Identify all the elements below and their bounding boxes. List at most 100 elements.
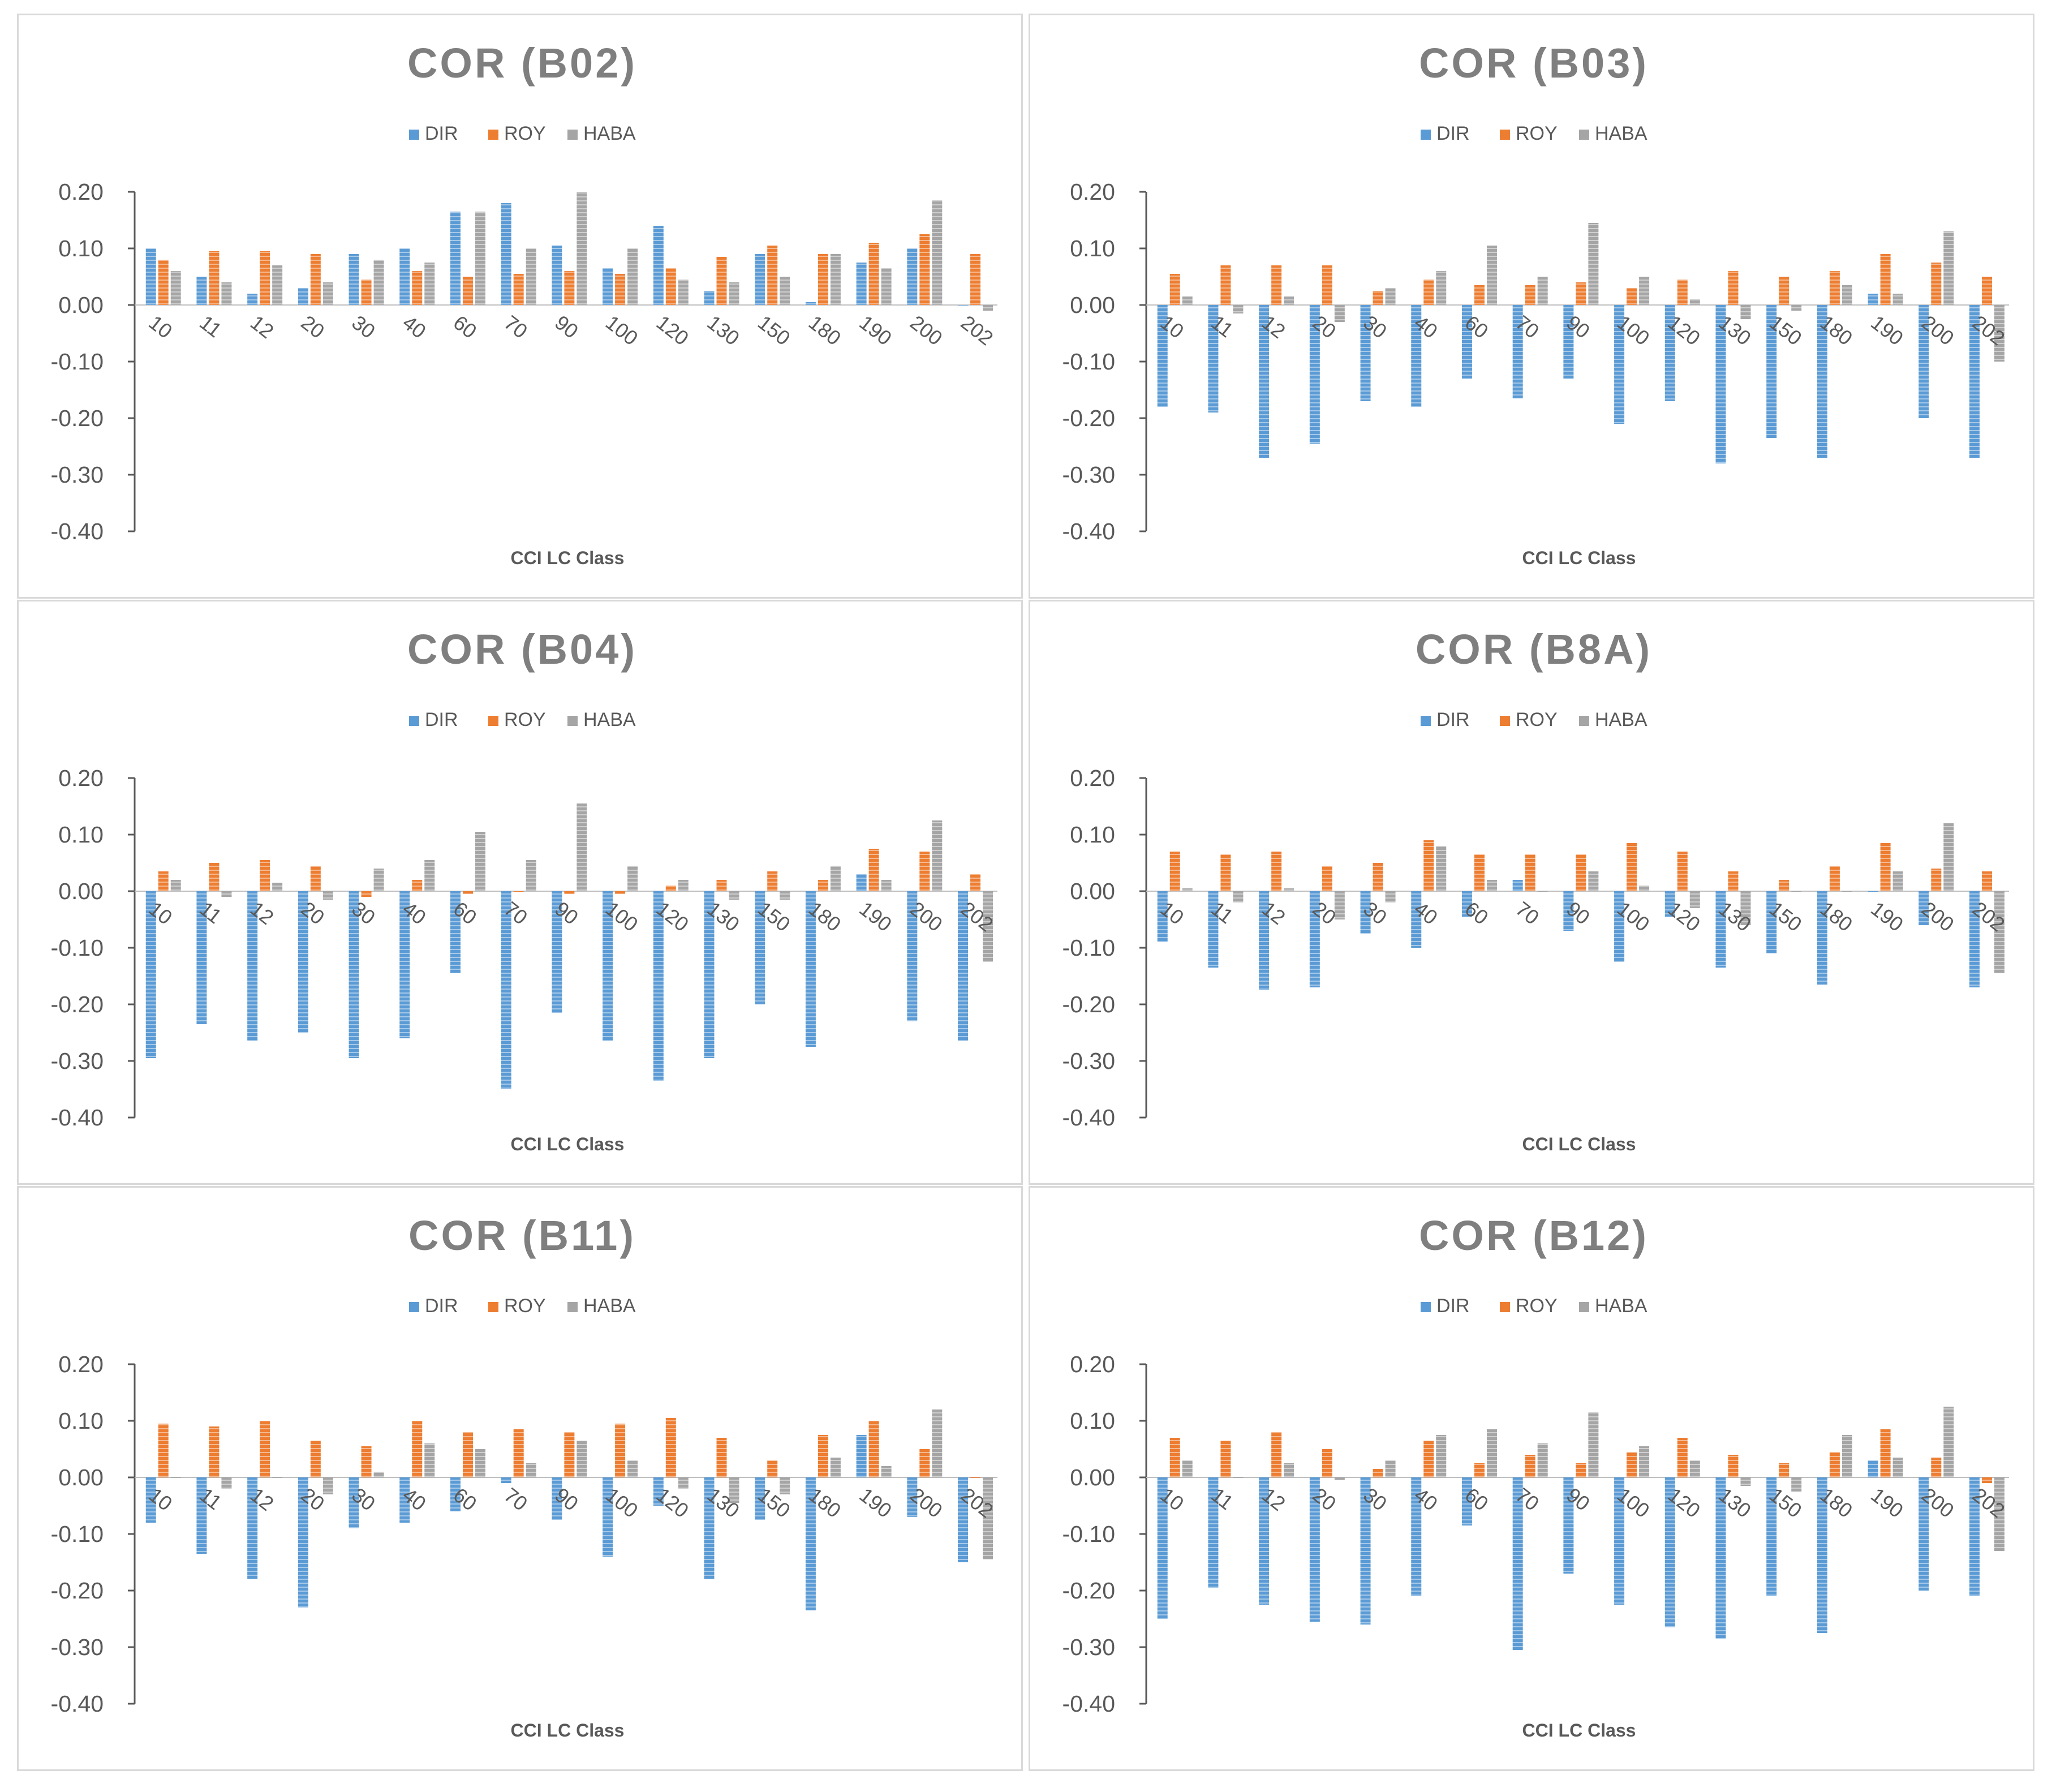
chart-svg: COR (B03) DIR ROY HABA 0.20 0.10 0.00 -0.10 -0.2…: [1062, 40, 2010, 568]
bar-dir-40: [1411, 305, 1422, 407]
bar-dir-100: [603, 1477, 613, 1557]
bar-roy-120: [1677, 852, 1688, 891]
bar-roy-40: [412, 880, 423, 891]
bar-roy-200: [919, 1449, 930, 1477]
y-tick-label: 0.20: [58, 765, 104, 791]
bar-dir-70: [501, 203, 511, 305]
legend-label-dir: DIR: [1436, 1295, 1470, 1317]
bar-roy-30: [1373, 291, 1383, 305]
y-tick-label: -0.30: [51, 1634, 104, 1660]
bar-roy-130: [716, 880, 727, 891]
bar-dir-12: [1259, 1477, 1270, 1605]
bar-roy-40: [1423, 280, 1434, 305]
y-tick-label: -0.20: [51, 405, 104, 431]
x-axis-label: CCI LC Class: [511, 548, 625, 568]
bar-dir-200: [1918, 305, 1929, 418]
category-label: 150: [754, 311, 795, 350]
bar-dir-10: [1157, 305, 1168, 407]
bar-roy-60: [462, 277, 473, 305]
bar-dir-70: [1512, 305, 1523, 398]
bar-dir-60: [1461, 1477, 1472, 1525]
bar-dir-90: [552, 1477, 562, 1520]
bar-haba-100: [627, 1460, 638, 1477]
bar-roy-100: [615, 891, 626, 894]
legend-label-roy: ROY: [1516, 123, 1558, 144]
legend-swatch-haba: [1579, 716, 1589, 726]
bar-dir-30: [349, 254, 359, 305]
bar-dir-100: [1614, 1477, 1625, 1605]
bar-haba-90: [1588, 871, 1599, 891]
y-tick-label: -0.20: [1062, 1578, 1115, 1604]
legend-swatch-haba: [567, 130, 578, 140]
bar-dir-70: [501, 891, 511, 1089]
category-label: 200: [906, 311, 947, 350]
y-tick-label: -0.40: [1062, 1105, 1115, 1131]
bar-roy-190: [1880, 843, 1891, 891]
bar-dir-180: [805, 302, 816, 305]
y-tick-label: -0.30: [1062, 1048, 1115, 1074]
bar-dir-130: [704, 1477, 715, 1579]
legend-label-haba: HABA: [1595, 123, 1647, 144]
legend-swatch-haba: [1579, 130, 1589, 140]
bar-dir-190: [856, 263, 867, 305]
bar-haba-20: [1334, 891, 1345, 919]
bar-haba-190: [1892, 871, 1903, 891]
bar-haba-10: [1182, 296, 1193, 305]
bar-haba-30: [373, 1472, 384, 1477]
bar-haba-12: [272, 883, 283, 891]
bar-dir-180: [1817, 305, 1827, 458]
bar-dir-100: [603, 268, 613, 305]
chart-svg: COR (B12) DIR ROY HABA 0.20 0.10 0.00 -0.10 -0.2…: [1062, 1212, 2010, 1741]
category-label: 40: [398, 311, 431, 343]
y-tick-label: 0.00: [1070, 1464, 1115, 1490]
bar-haba-190: [1892, 1458, 1903, 1477]
bar-dir-202: [1969, 1477, 1980, 1596]
chart-title: COR (B04): [407, 626, 637, 673]
category-label: 180: [805, 311, 846, 350]
legend-label-roy: ROY: [1516, 709, 1558, 730]
bar-roy-90: [564, 1432, 575, 1477]
category-label: 190: [855, 311, 896, 350]
y-tick-label: -0.20: [1062, 405, 1115, 431]
bar-haba-70: [526, 1463, 536, 1477]
bar-dir-40: [399, 1477, 410, 1523]
bar-haba-70: [1537, 891, 1548, 892]
legend-swatch-dir: [409, 1302, 419, 1312]
legend-label-roy: ROY: [504, 709, 546, 730]
chart-svg: COR (B04) DIR ROY HABA 0.20 0.10 0.00 -0.10 -0.2…: [51, 626, 998, 1154]
legend-swatch-dir: [1421, 1302, 1431, 1312]
category-label: 130: [703, 311, 744, 350]
bar-haba-11: [221, 282, 232, 305]
bar-dir-60: [450, 1477, 461, 1511]
category-label: 60: [449, 311, 481, 343]
chart-panel-b8a: COR (B8A) DIR ROY HABA 0.20 0.10 0.00 -0.10 -0.2…: [1029, 600, 2034, 1185]
chart-panel-b03: COR (B03) DIR ROY HABA 0.20 0.10 0.00 -0.10 -0.2…: [1029, 14, 2034, 599]
bar-haba-180: [1842, 1435, 1852, 1477]
bar-haba-11: [221, 891, 232, 897]
category-label: 30: [347, 311, 380, 343]
bar-roy-90: [1576, 854, 1586, 891]
bar-dir-30: [1360, 891, 1371, 934]
bar-haba-180: [1842, 285, 1852, 305]
bar-roy-12: [260, 1421, 270, 1477]
bar-dir-130: [704, 291, 715, 305]
bar-haba-70: [1537, 1443, 1548, 1477]
bar-dir-200: [907, 891, 918, 1021]
bar-roy-12: [1271, 852, 1282, 891]
bar-dir-180: [805, 891, 816, 1047]
chart-title: COR (B8A): [1416, 626, 1652, 673]
bar-haba-200: [1943, 1407, 1954, 1477]
bar-roy-100: [1627, 843, 1637, 891]
bar-roy-20: [310, 866, 321, 891]
bar-haba-100: [1639, 277, 1650, 305]
bar-dir-120: [653, 226, 664, 305]
bar-roy-202: [970, 1477, 981, 1478]
legend-label-dir: DIR: [425, 123, 458, 144]
bar-roy-202: [970, 874, 981, 891]
bar-roy-130: [716, 257, 727, 305]
chart-panel-b04: COR (B04) DIR ROY HABA 0.20 0.10 0.00 -0.10 -0.2…: [17, 600, 1023, 1185]
bar-haba-120: [1689, 891, 1700, 908]
bar-dir-10: [145, 891, 156, 1058]
bar-dir-20: [298, 1477, 308, 1608]
bar-dir-180: [805, 1477, 816, 1610]
